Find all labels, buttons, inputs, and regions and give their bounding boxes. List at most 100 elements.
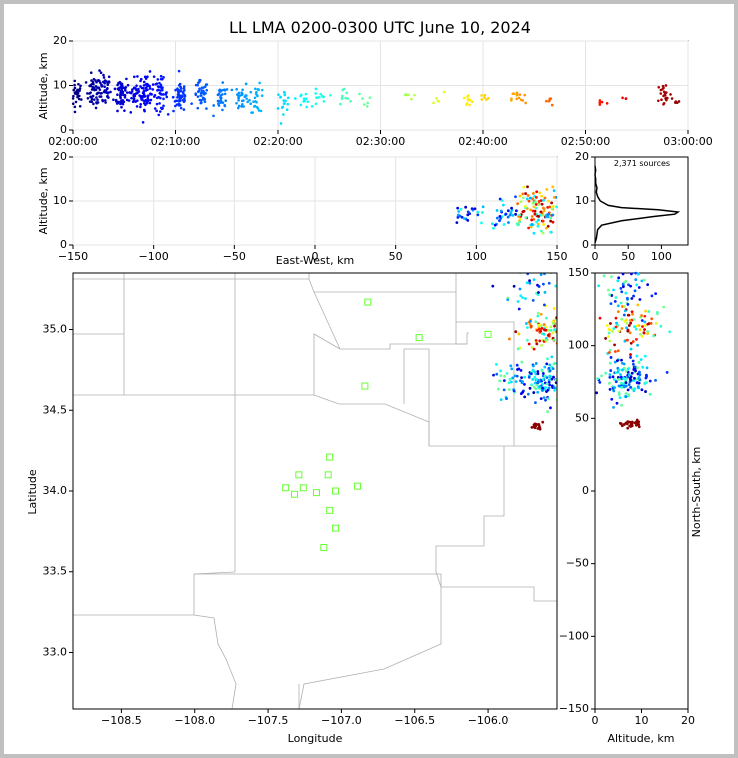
source-point: [235, 101, 238, 105]
source-point: [88, 92, 91, 95]
latitude-ytick-label: 35.0: [43, 323, 68, 336]
altitude-ns-xtick-label: 0: [592, 714, 599, 727]
source-point: [223, 104, 227, 108]
source-point: [627, 393, 630, 397]
source-point: [643, 328, 646, 331]
source-point: [635, 337, 638, 341]
source-point: [76, 88, 79, 92]
source-point: [675, 101, 679, 105]
longitude-xtick-label: −107.0: [321, 714, 362, 727]
source-point: [115, 102, 119, 105]
source-point: [532, 385, 536, 389]
source-point: [304, 92, 308, 96]
source-point: [623, 339, 627, 343]
source-point: [106, 95, 109, 98]
source-point: [156, 89, 159, 92]
source-point: [632, 368, 636, 371]
source-point: [608, 373, 612, 377]
source-point: [510, 208, 514, 212]
source-point: [151, 88, 155, 91]
source-point: [617, 329, 621, 333]
source-point: [531, 377, 535, 381]
source-point: [610, 397, 614, 401]
source-point: [225, 88, 229, 91]
source-point: [550, 103, 554, 107]
source-point: [631, 340, 635, 343]
source-point: [543, 290, 547, 294]
source-point: [677, 100, 681, 103]
source-point: [531, 368, 535, 372]
source-point: [635, 354, 639, 358]
source-point: [199, 94, 203, 97]
source-point: [515, 97, 519, 101]
source-point: [248, 98, 251, 102]
source-point: [659, 92, 663, 95]
source-point: [122, 93, 126, 97]
source-point: [637, 272, 640, 276]
source-point: [549, 328, 553, 332]
source-point: [144, 86, 148, 90]
time-xtick-label: 02:20:00: [253, 135, 302, 148]
latitude-ytick-label: 34.0: [43, 484, 68, 497]
source-point: [534, 339, 538, 342]
source-point: [142, 93, 146, 96]
altitude-ew-ytick-label: 10: [53, 194, 67, 207]
source-point: [527, 342, 531, 346]
source-point: [358, 92, 361, 96]
source-point: [551, 205, 555, 208]
source-point: [525, 338, 529, 342]
source-point: [614, 350, 617, 353]
source-point: [529, 208, 533, 212]
source-point: [166, 113, 170, 116]
source-point: [630, 310, 634, 314]
source-point: [532, 278, 536, 282]
source-point: [536, 224, 540, 228]
source-point: [579, 292, 582, 295]
source-point: [640, 279, 644, 283]
source-point: [567, 388, 570, 391]
source-point: [171, 95, 175, 99]
source-point: [540, 369, 544, 373]
source-point: [155, 96, 159, 100]
altitude-ns-xtick-label: 10: [635, 714, 649, 727]
source-point: [158, 102, 161, 105]
source-point: [106, 91, 110, 94]
source-point: [538, 385, 542, 388]
source-point: [146, 94, 149, 98]
source-point: [645, 366, 649, 370]
source-point: [143, 99, 147, 103]
source-point: [613, 360, 617, 364]
source-point: [521, 192, 525, 196]
source-point: [553, 324, 556, 328]
source-point: [560, 320, 563, 323]
source-point: [648, 379, 652, 383]
source-point: [526, 392, 530, 396]
source-point: [629, 341, 633, 345]
source-point: [622, 362, 626, 366]
source-point: [523, 93, 526, 97]
source-point: [517, 332, 521, 336]
source-point: [647, 322, 651, 325]
source-point: [612, 389, 616, 393]
source-point: [205, 88, 209, 92]
source-point: [609, 322, 612, 325]
northsouth-ytick-label: −150: [559, 702, 589, 715]
northsouth-altitude-panel: 0 10 20 −150 −100 −50 0 50 100 150 Altitude, km N…: [559, 266, 703, 745]
source-point: [642, 278, 646, 282]
source-point: [526, 185, 529, 189]
source-point: [509, 211, 513, 215]
source-point: [528, 322, 532, 326]
source-point: [131, 88, 134, 91]
source-point: [525, 322, 528, 325]
source-point: [161, 86, 164, 89]
source-point: [148, 70, 152, 73]
source-point: [568, 380, 571, 383]
lma-station-marker: [324, 471, 332, 479]
source-point: [481, 205, 485, 209]
source-point: [643, 314, 647, 318]
source-point: [132, 86, 136, 90]
source-point: [533, 426, 537, 430]
source-point: [249, 102, 253, 106]
source-point: [260, 88, 264, 92]
source-point: [156, 85, 160, 88]
